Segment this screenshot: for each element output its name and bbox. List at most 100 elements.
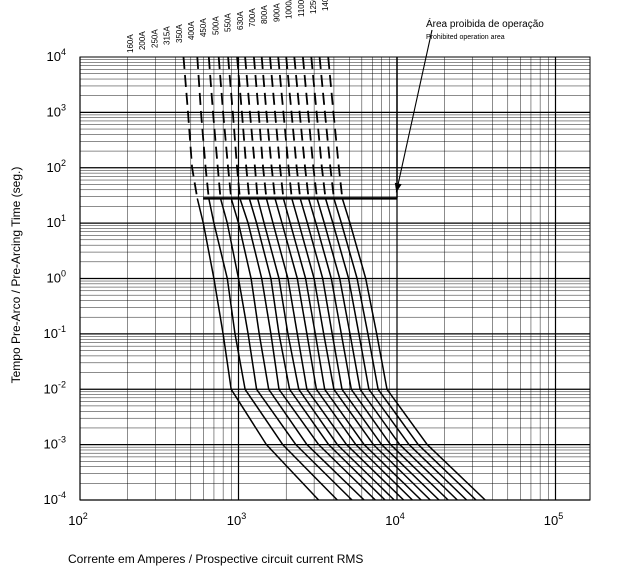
prohibited-area-label-en: Prohibited operation area [426,34,505,41]
annotation-arrow-line [395,29,433,193]
curve-label: 1100A [297,0,306,17]
curve-dashed-350A [227,56,241,199]
curve-label: 700A [248,8,257,27]
y-tick-label: 10-4 [44,490,66,507]
curve-500A [265,198,405,501]
curve-label: 400A [187,21,196,40]
curve-label: 160A [126,34,135,53]
x-tick-label: 103 [227,511,246,528]
tick-base: 10 [44,381,58,396]
tick-label-layer: 102 103 104 10510410310210110010-110-210-31… [44,47,564,528]
tick-exponent: 4 [61,47,66,57]
curve-dashed-900A [293,56,310,199]
y-tick-label: 10-1 [44,324,66,341]
tick-exponent: 5 [558,511,563,521]
curve-dashed-450A [244,56,259,199]
curve-dashed-500A [253,56,268,199]
tick-exponent: 0 [61,269,66,279]
curve-700A [291,198,431,501]
curve-dashed-400A [236,56,251,199]
y-axis-label: Tempo Pre-Arco / Pre-Arcing Time (seg.) [9,166,23,384]
curve-dashed-550A [260,56,276,199]
x-tick-label: 102 [68,511,87,528]
curve-label: 630A [236,11,245,30]
curve-dashed-1400A [327,56,344,199]
curve-1100A [324,198,468,501]
annotation-arrowhead [394,182,402,193]
curve-label: 800A [260,5,269,24]
curve-800A [299,198,440,501]
y-tick-label: 101 [47,213,66,230]
tick-base: 10 [47,271,61,286]
curve-dashed-800A [285,56,302,199]
curve-label: 900A [272,3,281,22]
curve-1400A [341,198,486,501]
x-tick-label: 105 [544,511,563,528]
curve-dashed-700A [277,56,293,199]
curve-label: 250A [150,29,159,48]
plot-frame [79,56,591,501]
curve-1000A [316,198,458,501]
tick-base: 10 [68,513,82,528]
tick-base: 10 [227,513,241,528]
tick-exponent: -4 [58,490,66,500]
tick-base: 10 [385,513,399,528]
y-tick-label: 100 [47,269,66,286]
curve-label: 350A [175,24,184,43]
curve-1250A [333,198,477,501]
y-tick-label: 10-3 [44,435,66,452]
tick-exponent: -3 [58,435,66,445]
curve-350A [239,198,376,501]
tick-exponent: 2 [83,511,88,521]
curve-315A [230,198,365,501]
tick-exponent: 4 [400,511,405,521]
curve-label: 315A [163,26,172,45]
tick-base: 10 [44,437,58,452]
curve-label: 1250A [309,0,318,14]
curve-400A [248,198,386,501]
prohibited-area-label: Área proibida de operação [426,19,544,30]
x-tick-label: 104 [385,511,404,528]
curve-dashed-315A [217,56,233,199]
curve-dashed-1000A [302,56,318,199]
curve-dashed-1250A [318,56,335,199]
curve-label: 1400A [321,0,330,11]
tick-exponent: 3 [241,511,246,521]
tick-base: 10 [44,326,58,341]
curve-dashed-200A [196,56,210,199]
curve-label: 550A [224,13,233,32]
curve-550A [274,198,413,501]
curve-label: 200A [138,31,147,50]
curve-label: 500A [211,16,220,35]
curve-450A [256,198,395,501]
annotation-layer [203,29,433,200]
curve-label: 1000A [285,0,294,19]
tick-exponent: 1 [61,213,66,223]
curve-250A [219,198,353,501]
tick-base: 10 [47,160,61,175]
tick-base: 10 [544,513,558,528]
tick-exponent: 3 [61,102,66,112]
series-layer [182,56,486,501]
tick-exponent: -2 [58,379,66,389]
curve-200A [208,198,338,501]
y-tick-label: 104 [47,47,66,64]
tick-exponent: 2 [61,158,66,168]
curve-dashed-250A [207,56,222,199]
curve-label: 450A [199,18,208,37]
curve-160A [196,198,320,501]
tick-base: 10 [47,104,61,119]
curve-dashed-160A [182,56,199,199]
tick-base: 10 [47,215,61,230]
tick-base: 10 [44,492,58,507]
x-axis-label: Corrente em Amperes / Prospective circui… [68,552,364,566]
y-tick-label: 10-2 [44,379,66,396]
curve-label-layer: 160A 200A 250A 315A 350A 400A 450A 500A 550A 630A… [126,0,330,53]
curve-630A [282,198,422,501]
y-tick-label: 102 [47,158,66,175]
grid [79,57,590,501]
tick-exponent: -1 [58,324,66,334]
y-tick-label: 103 [47,102,66,119]
